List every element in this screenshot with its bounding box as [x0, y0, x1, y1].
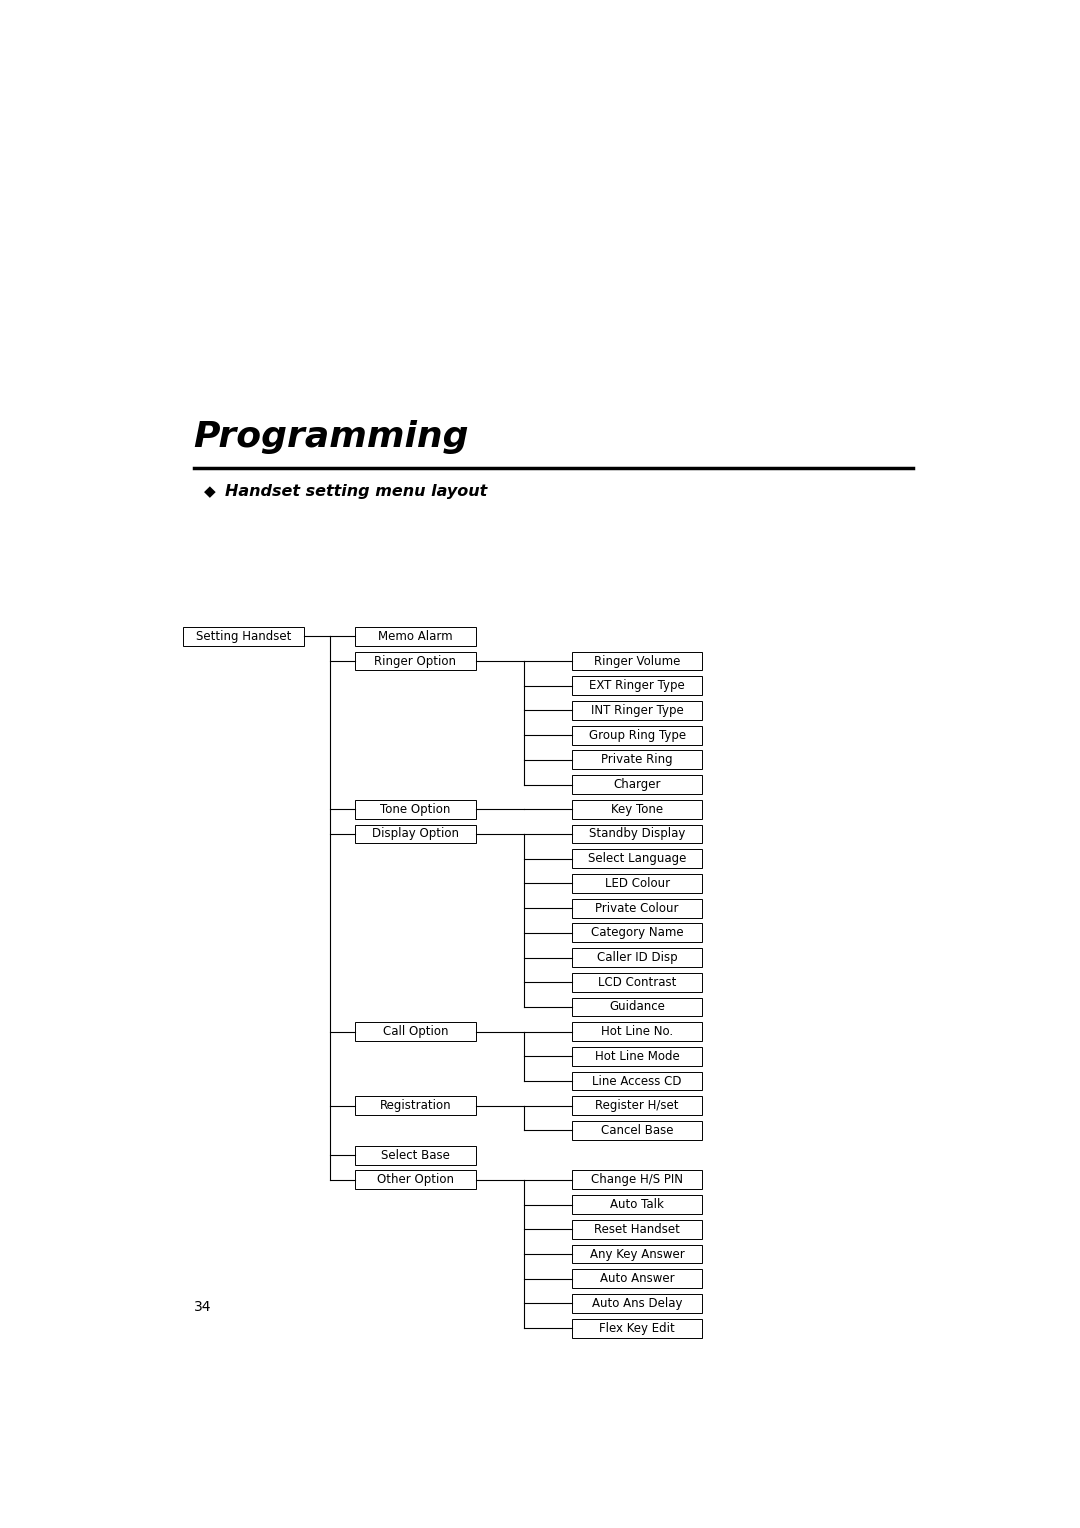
Text: Standby Display: Standby Display: [589, 828, 686, 840]
FancyBboxPatch shape: [572, 825, 702, 843]
Text: ◆: ◆: [204, 484, 215, 500]
Text: Guidance: Guidance: [609, 1001, 665, 1013]
FancyBboxPatch shape: [354, 1146, 476, 1164]
FancyBboxPatch shape: [184, 626, 305, 646]
Text: Private Ring: Private Ring: [602, 753, 673, 767]
FancyBboxPatch shape: [572, 1047, 702, 1067]
FancyBboxPatch shape: [572, 1022, 702, 1041]
FancyBboxPatch shape: [572, 651, 702, 671]
Text: Register H/set: Register H/set: [595, 1099, 679, 1112]
Text: Auto Talk: Auto Talk: [610, 1198, 664, 1212]
Text: INT Ringer Type: INT Ringer Type: [591, 704, 684, 717]
FancyBboxPatch shape: [572, 1245, 702, 1264]
Text: Tone Option: Tone Option: [380, 802, 450, 816]
FancyBboxPatch shape: [572, 874, 702, 892]
Text: Memo Alarm: Memo Alarm: [378, 630, 453, 643]
FancyBboxPatch shape: [572, 1195, 702, 1215]
Text: Reset Handset: Reset Handset: [594, 1222, 680, 1236]
FancyBboxPatch shape: [572, 1219, 702, 1239]
FancyBboxPatch shape: [354, 1022, 476, 1041]
FancyBboxPatch shape: [572, 973, 702, 992]
Text: Any Key Answer: Any Key Answer: [590, 1247, 685, 1261]
FancyBboxPatch shape: [572, 1122, 702, 1140]
Text: Line Access CD: Line Access CD: [593, 1074, 681, 1088]
Text: Select Base: Select Base: [381, 1149, 450, 1161]
Text: Group Ring Type: Group Ring Type: [589, 729, 686, 741]
Text: Handset setting menu layout: Handset setting menu layout: [226, 484, 488, 500]
Text: Hot Line Mode: Hot Line Mode: [595, 1050, 679, 1063]
FancyBboxPatch shape: [572, 701, 702, 720]
FancyBboxPatch shape: [572, 677, 702, 695]
Text: Cancel Base: Cancel Base: [600, 1125, 674, 1137]
FancyBboxPatch shape: [572, 726, 702, 744]
FancyBboxPatch shape: [572, 923, 702, 943]
Text: Caller ID Disp: Caller ID Disp: [597, 950, 677, 964]
Text: LED Colour: LED Colour: [605, 877, 670, 889]
Text: Other Option: Other Option: [377, 1174, 454, 1186]
Text: Call Option: Call Option: [382, 1025, 448, 1038]
FancyBboxPatch shape: [572, 947, 702, 967]
Text: 34: 34: [193, 1300, 211, 1314]
FancyBboxPatch shape: [354, 626, 476, 646]
FancyBboxPatch shape: [572, 1097, 702, 1115]
Text: Charger: Charger: [613, 778, 661, 792]
FancyBboxPatch shape: [572, 898, 702, 917]
FancyBboxPatch shape: [354, 825, 476, 843]
FancyBboxPatch shape: [572, 799, 702, 819]
Text: Auto Ans Delay: Auto Ans Delay: [592, 1297, 683, 1309]
FancyBboxPatch shape: [572, 1270, 702, 1288]
Text: Hot Line No.: Hot Line No.: [602, 1025, 673, 1038]
Text: Flex Key Edit: Flex Key Edit: [599, 1322, 675, 1334]
Text: LCD Contrast: LCD Contrast: [598, 976, 676, 989]
FancyBboxPatch shape: [572, 1294, 702, 1313]
Text: Private Colour: Private Colour: [595, 902, 679, 915]
Text: Display Option: Display Option: [372, 828, 459, 840]
Text: Key Tone: Key Tone: [611, 802, 663, 816]
Text: Select Language: Select Language: [588, 853, 687, 865]
FancyBboxPatch shape: [354, 1170, 476, 1189]
FancyBboxPatch shape: [572, 1071, 702, 1091]
FancyBboxPatch shape: [572, 750, 702, 769]
Text: Programming: Programming: [193, 420, 469, 454]
Text: Setting Handset: Setting Handset: [197, 630, 292, 643]
FancyBboxPatch shape: [354, 651, 476, 671]
Text: Change H/S PIN: Change H/S PIN: [591, 1174, 684, 1186]
Text: Category Name: Category Name: [591, 926, 684, 940]
Text: Auto Answer: Auto Answer: [599, 1273, 675, 1285]
FancyBboxPatch shape: [572, 775, 702, 795]
FancyBboxPatch shape: [572, 850, 702, 868]
Text: EXT Ringer Type: EXT Ringer Type: [590, 680, 685, 692]
Text: Ringer Volume: Ringer Volume: [594, 654, 680, 668]
Text: Registration: Registration: [379, 1099, 451, 1112]
FancyBboxPatch shape: [354, 799, 476, 819]
FancyBboxPatch shape: [572, 998, 702, 1016]
FancyBboxPatch shape: [572, 1319, 702, 1337]
Text: Ringer Option: Ringer Option: [375, 654, 457, 668]
FancyBboxPatch shape: [572, 1170, 702, 1189]
FancyBboxPatch shape: [354, 1097, 476, 1115]
